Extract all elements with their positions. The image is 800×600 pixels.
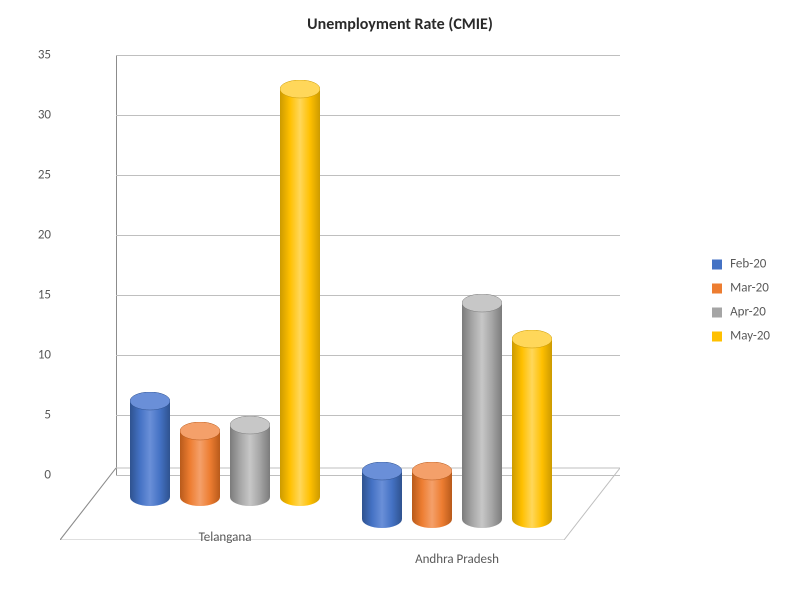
legend-label: Mar-20 <box>730 281 769 296</box>
legend-item: Mar-20 <box>712 281 770 296</box>
bar-cylinder <box>412 462 452 530</box>
legend-swatch <box>712 283 722 293</box>
chart-container: Unemployment Rate (CMIE) 05101520253035 … <box>0 0 800 600</box>
legend: Feb-20 Mar-20 Apr-20 May-20 <box>712 248 770 353</box>
category-label: Telangana <box>199 530 252 545</box>
bar-cylinder <box>130 392 170 508</box>
legend-label: Feb-20 <box>730 257 766 272</box>
bar-cylinder <box>180 422 220 508</box>
gridline <box>116 175 620 176</box>
legend-item: Apr-20 <box>712 305 770 320</box>
y-tick-label: 15 <box>21 288 51 303</box>
legend-swatch <box>712 307 722 317</box>
bar-cylinder <box>362 462 402 530</box>
category-label: Andhra Pradesh <box>415 552 499 567</box>
legend-label: May-20 <box>730 329 770 344</box>
legend-swatch <box>712 331 722 341</box>
chart-title: Unemployment Rate (CMIE) <box>0 15 800 34</box>
y-tick-label: 10 <box>21 348 51 363</box>
y-tick-label: 35 <box>21 48 51 63</box>
y-tick-label: 0 <box>21 468 51 483</box>
legend-item: May-20 <box>712 329 770 344</box>
y-tick-label: 25 <box>21 168 51 183</box>
y-tick-label: 20 <box>21 228 51 243</box>
plot-area: 05101520253035 TelanganaAndhra Pradesh <box>60 55 620 555</box>
gridline <box>116 295 620 296</box>
legend-swatch <box>712 259 722 269</box>
y-axis-line <box>116 55 117 475</box>
y-tick-label: 30 <box>21 108 51 123</box>
bar-cylinder <box>462 294 502 530</box>
bar-cylinder <box>280 80 320 508</box>
bar-cylinder <box>230 416 270 508</box>
gridline <box>116 115 620 116</box>
gridline <box>116 55 620 56</box>
gridline <box>116 235 620 236</box>
bar-cylinder <box>512 330 552 530</box>
legend-item: Feb-20 <box>712 257 770 272</box>
y-tick-label: 5 <box>21 408 51 423</box>
legend-label: Apr-20 <box>730 305 766 320</box>
